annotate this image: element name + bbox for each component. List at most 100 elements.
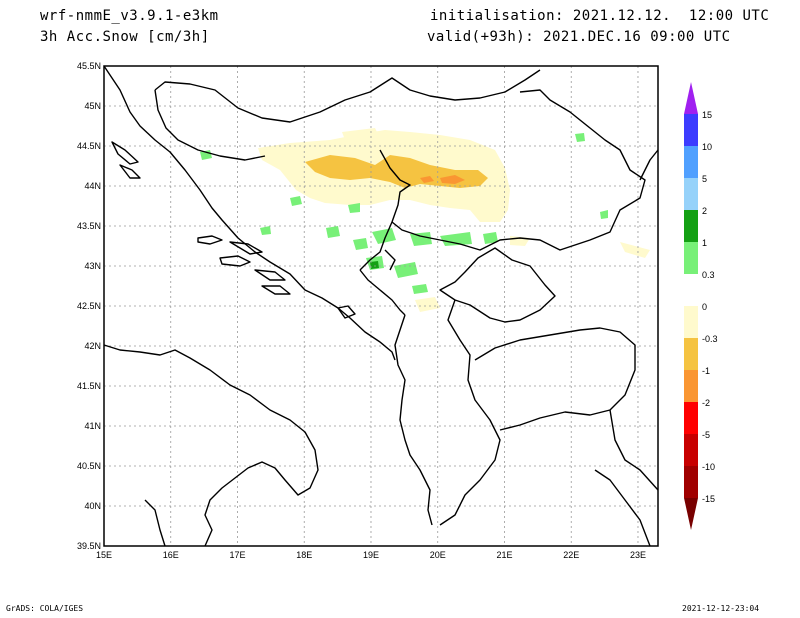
greece-coast — [594, 469, 651, 547]
green-patch — [348, 203, 360, 213]
legend-label: -2 — [702, 398, 710, 408]
legend-label: -10 — [702, 462, 715, 472]
map-plot-area: 45.5N 45N 44.5N 44N 43.5N 43N 42.5N 42N 41.5N 41N… — [77, 61, 659, 560]
legend-swatch — [684, 306, 698, 338]
legend-label: -0.3 — [702, 334, 718, 344]
snow-area-heavy — [440, 175, 465, 184]
snow-shading — [258, 128, 650, 312]
longitude-labels: 15E 16E 17E 18E 19E 20E 21E 22E 23E — [96, 550, 646, 560]
island-mljet — [254, 269, 286, 281]
lat-tick-label: 42N — [84, 341, 101, 351]
green-patch — [575, 133, 585, 142]
lon-tick-label: 21E — [496, 550, 512, 560]
green-patch — [326, 226, 340, 238]
bulgaria-border-north — [639, 149, 659, 181]
legend-label: 5 — [702, 174, 707, 184]
legend-label: 2 — [702, 206, 707, 216]
italy-coast — [103, 344, 319, 547]
lon-tick-label: 17E — [229, 550, 245, 560]
island-cres — [119, 164, 141, 179]
snow-area-light-2 — [415, 297, 440, 312]
green-patch — [600, 210, 608, 219]
legend-label: 15 — [702, 110, 712, 120]
snow-area-light-5 — [342, 128, 380, 140]
lat-tick-label: 43.5N — [77, 221, 101, 231]
lon-tick-label: 19E — [363, 550, 379, 560]
albania-east-border — [439, 299, 501, 526]
green-patch — [412, 284, 428, 294]
footer-right: 2021-12-12-23:04 — [682, 604, 760, 613]
serbia-border — [391, 89, 646, 251]
kotor-bay — [337, 305, 356, 319]
montenegro-border — [359, 269, 406, 316]
lat-tick-label: 45.5N — [77, 61, 101, 71]
lat-tick-label: 40.5N — [77, 461, 101, 471]
island-hvar — [197, 235, 223, 245]
legend-label: 10 — [702, 142, 712, 152]
lat-tick-label: 42.5N — [77, 301, 101, 311]
italy-calabria — [144, 499, 166, 547]
northern-border — [154, 69, 541, 123]
adriatic-coast-east — [103, 65, 396, 361]
valid-time: valid(+93h): 2021.DEC.16 09:00 UTC — [427, 29, 731, 45]
green-patch — [353, 238, 368, 250]
river-line — [384, 249, 396, 271]
legend-arrow-top — [684, 82, 698, 114]
lat-tick-label: 39.5N — [77, 541, 101, 551]
lon-tick-label: 15E — [96, 550, 112, 560]
island-korcula — [219, 255, 251, 267]
lat-tick-label: 40N — [84, 501, 101, 511]
color-legend: 15 10 5 2 1 0.3 0 -0.3 -1 -2 -5 -10 -15 — [684, 82, 718, 530]
legend-arrow-bottom — [684, 498, 698, 530]
drina-border — [359, 149, 411, 271]
lat-tick-label: 44.5N — [77, 141, 101, 151]
lat-tick-label: 44N — [84, 181, 101, 191]
island-krk — [111, 141, 139, 165]
lat-tick-label: 41.5N — [77, 381, 101, 391]
lat-tick-label: 45N — [84, 101, 101, 111]
legend-swatch — [684, 178, 698, 210]
macedonia-border — [474, 327, 636, 431]
coastlines-borders — [103, 65, 659, 547]
model-title: wrf-nmmE_v3.9.1-e3km — [40, 8, 219, 24]
lat-tick-label: 41N — [84, 421, 101, 431]
legend-swatch — [684, 114, 698, 146]
island-brac — [229, 241, 263, 255]
dark-green-patch — [370, 261, 379, 269]
legend-swatch — [684, 466, 698, 498]
field-title: 3h Acc.Snow [cm/3h] — [40, 29, 210, 45]
legend-swatch — [684, 402, 698, 434]
legend-swatch — [684, 242, 698, 274]
lon-tick-label: 18E — [296, 550, 312, 560]
legend-label: 0.3 — [702, 270, 715, 280]
green-patch — [483, 232, 498, 244]
lat-tick-label: 43N — [84, 261, 101, 271]
green-patch — [440, 232, 472, 246]
footer-left: GrADS: COLA/IGES — [6, 604, 84, 613]
legend-label: -5 — [702, 430, 710, 440]
legend-swatch — [684, 274, 698, 306]
lon-tick-label: 16E — [163, 550, 179, 560]
kosovo-border — [439, 247, 556, 323]
bulgaria-greece-border — [609, 409, 659, 491]
lon-tick-label: 20E — [430, 550, 446, 560]
latitude-labels: 45.5N 45N 44.5N 44N 43.5N 43N 42.5N 42N 41.5N 41N… — [77, 61, 101, 551]
lon-tick-label: 22E — [563, 550, 579, 560]
legend-swatch — [684, 210, 698, 242]
legend-swatch — [684, 146, 698, 178]
snow-area-heavy-2 — [420, 176, 434, 183]
croatia-border-west — [154, 89, 266, 161]
legend-label: 0 — [702, 302, 707, 312]
grid-lines — [104, 66, 658, 546]
legend-swatch — [684, 370, 698, 402]
legend-label: -1 — [702, 366, 710, 376]
map-frame — [103, 65, 659, 547]
legend-label: -15 — [702, 494, 715, 504]
legend-label: 1 — [702, 238, 707, 248]
green-patch — [260, 226, 271, 235]
green-patch — [372, 228, 396, 244]
albania-coast — [394, 314, 433, 526]
island-lastovo — [261, 285, 291, 295]
legend-swatch — [684, 434, 698, 466]
